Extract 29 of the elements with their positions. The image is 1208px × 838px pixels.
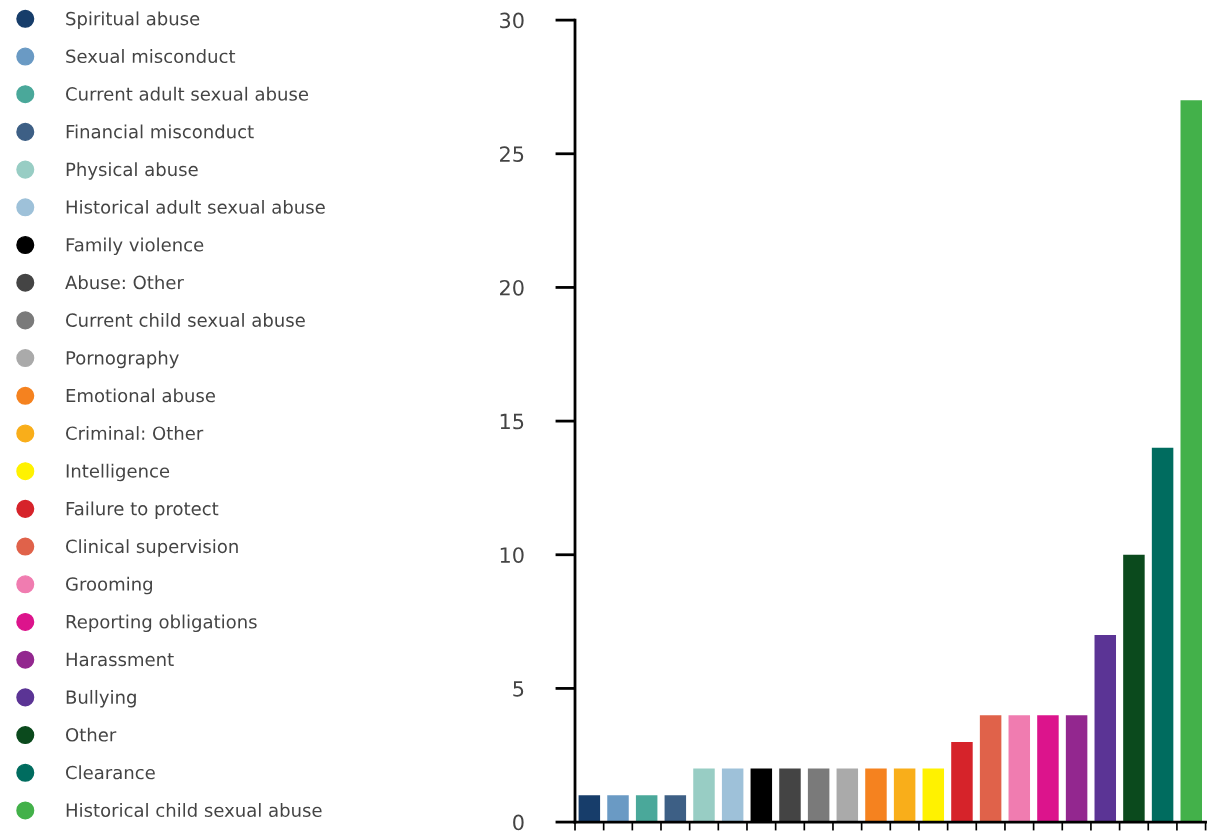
legend-label: Harassment xyxy=(66,652,174,667)
legend-label: Criminal: Other xyxy=(66,426,204,441)
legend-label: Financial misconduct xyxy=(66,124,254,139)
legend-label: Reporting obligations xyxy=(66,614,257,633)
y-tick-label: 10 xyxy=(500,547,524,563)
legend-label: Clinical supervision xyxy=(66,539,238,557)
legend-label: Other xyxy=(66,727,117,742)
legend-label: Historical child sexual abuse xyxy=(66,803,322,818)
legend-label: Family violence xyxy=(66,237,204,256)
y-tick-label: 20 xyxy=(500,279,524,296)
legend-label: Spiritual abuse xyxy=(66,11,200,29)
legend-label: Current adult sexual abuse xyxy=(66,86,309,101)
y-tick-label: 0 xyxy=(513,814,524,831)
legend-label: Bullying xyxy=(66,689,136,708)
y-tick-label: 5 xyxy=(513,681,524,697)
legend-label: Physical abuse xyxy=(66,162,198,180)
legend-label: Emotional abuse xyxy=(66,388,215,403)
legend-label: Intelligence xyxy=(66,463,170,482)
legend-label: Sexual misconduct xyxy=(66,49,236,64)
legend-label: Failure to protect xyxy=(66,501,219,519)
legend-label: Clearance xyxy=(66,765,155,780)
legend-label: Abuse: Other xyxy=(65,275,184,290)
y-tick-label: 15 xyxy=(500,413,524,430)
legend-label: Pornography xyxy=(66,350,179,369)
legend-label: Historical adult sexual abuse xyxy=(66,199,325,214)
legend-label: Grooming xyxy=(66,576,152,595)
y-tick-label: 30 xyxy=(500,12,524,29)
legend-label: Current child sexual abuse xyxy=(66,312,305,327)
y-tick-label: 25 xyxy=(500,146,524,162)
